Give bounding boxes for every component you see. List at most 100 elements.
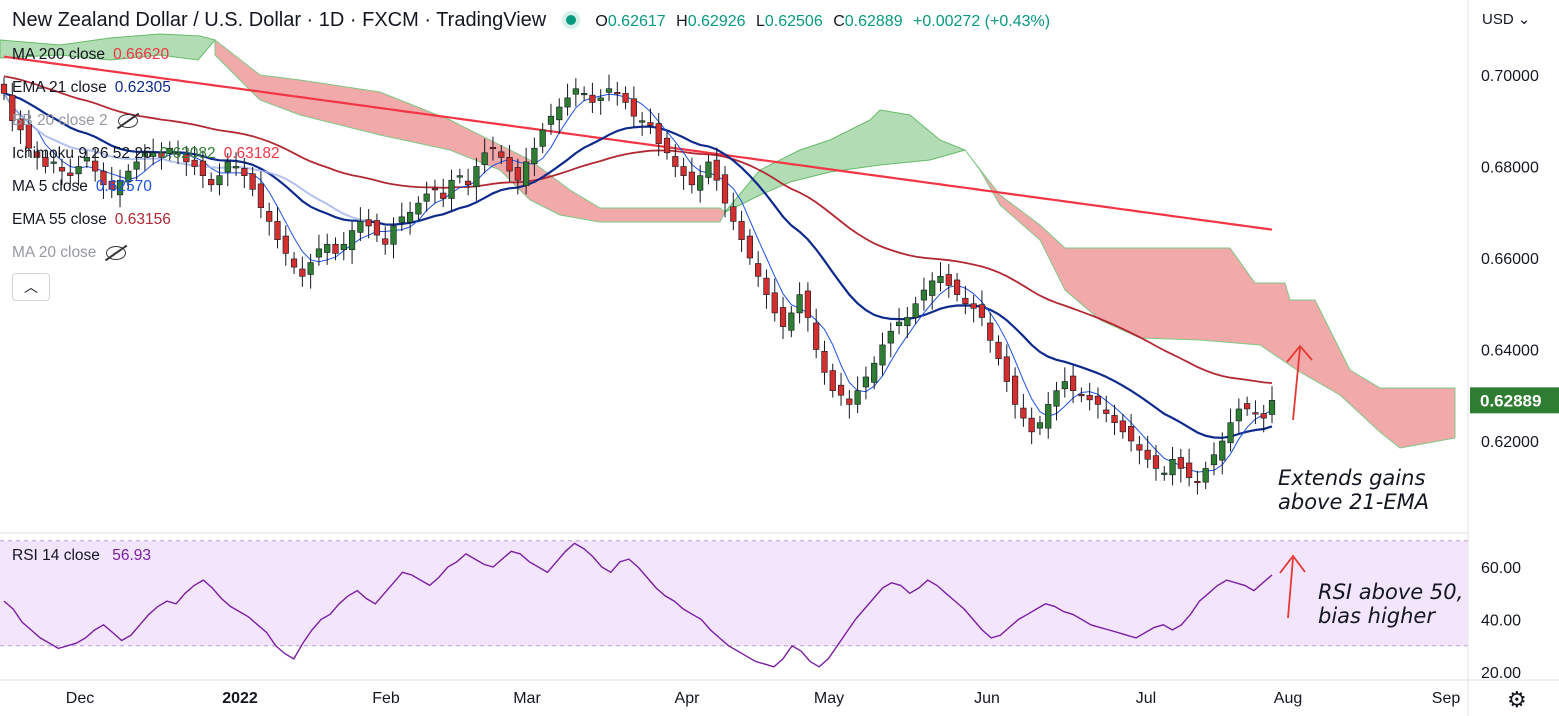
market-status-icon	[565, 14, 576, 25]
candle-body	[25, 124, 32, 149]
legend-item[interactable]: MA 200 close 0.66620	[12, 46, 169, 64]
candle-body	[75, 166, 82, 175]
ema55-line	[3, 75, 1273, 384]
legend-label: BB 20 close 2	[12, 112, 108, 129]
candle-body	[1252, 412, 1259, 415]
candle-body	[266, 211, 273, 222]
candle-body	[34, 151, 41, 158]
candle-body	[854, 390, 861, 405]
candle-body	[506, 157, 513, 172]
candle-body	[879, 344, 886, 366]
candle-body	[796, 294, 803, 314]
candle-body	[290, 258, 298, 268]
ohlc-values: O0.62617 H0.62926 L0.62506 C0.62889 +0.0…	[595, 13, 1051, 30]
candle-body	[605, 88, 613, 93]
candle-body	[581, 93, 588, 96]
candle-body	[655, 123, 662, 144]
rsi-band-fill	[0, 540, 1468, 646]
legend-label: MA 200 close	[12, 46, 106, 63]
currency-selector[interactable]: USD ⌄	[1482, 11, 1531, 28]
legend-item[interactable]: EMA 55 close 0.63156	[12, 211, 171, 229]
legend-item[interactable]: Ichimoku 9 26 52 26 0.62082 0.63182	[12, 145, 280, 163]
candle-body	[183, 154, 190, 163]
candle-body	[688, 171, 695, 186]
candle-body	[862, 376, 870, 388]
legend-item[interactable]: MA 20 close	[12, 244, 127, 262]
candle-body	[398, 216, 405, 223]
candle-body	[1128, 426, 1135, 442]
candle-body	[705, 161, 712, 178]
candle-body	[58, 167, 66, 172]
time-tick-label: Mar	[513, 690, 541, 707]
candle-body	[406, 211, 414, 223]
candle-body	[1053, 390, 1060, 407]
candle-body	[614, 92, 621, 95]
candle-body	[962, 297, 969, 305]
collapse-legend-button[interactable]: ︿	[12, 273, 50, 301]
symbol-title[interactable]: New Zealand Dollar / U.S. Dollar · 1D · …	[12, 9, 547, 31]
eye-hidden-icon[interactable]	[106, 245, 127, 260]
candle-body	[0, 83, 8, 94]
candle-body	[680, 166, 687, 176]
legend-item[interactable]: BB 20 close 2	[12, 112, 138, 130]
candle-body	[1235, 408, 1242, 422]
candle-body	[340, 243, 347, 251]
candle-body	[108, 180, 115, 190]
time-tick-label: Feb	[372, 690, 400, 707]
legend-item[interactable]: MA 5 close 0.62570	[12, 178, 152, 196]
candle-body	[630, 98, 637, 117]
candle-body	[42, 157, 49, 167]
candle-body	[249, 173, 256, 190]
candle-body	[1078, 394, 1085, 397]
candle-body	[887, 330, 894, 344]
legend-value: 0.62082	[159, 145, 216, 162]
candle-body	[17, 118, 24, 131]
rsi-arrow-shaft	[1287, 557, 1294, 619]
candle-body	[1177, 457, 1184, 469]
candle-body	[150, 152, 157, 157]
candle-body	[763, 277, 770, 295]
legend-label: MA 5 close	[12, 178, 88, 195]
candle-body	[987, 322, 994, 341]
candle-body	[663, 137, 671, 154]
candle-body	[895, 321, 903, 327]
cloud-red-segment	[214, 38, 726, 223]
candle-body	[779, 307, 787, 327]
eye-hidden-icon[interactable]	[117, 113, 138, 128]
candle-body	[274, 221, 281, 240]
cloud-green-segment	[0, 33, 216, 61]
candle-body	[920, 289, 928, 301]
rsi-line	[3, 542, 1273, 668]
candle-body	[348, 230, 356, 251]
legend-item[interactable]: EMA 21 close 0.62305	[12, 79, 171, 97]
candle-body	[746, 235, 753, 259]
candle-body	[755, 263, 762, 277]
candle-body	[448, 179, 455, 199]
cloud-red-segment	[964, 149, 1456, 449]
candle-body	[332, 243, 339, 254]
settings-gear-icon[interactable]: ⚙	[1507, 687, 1527, 712]
candle-body	[813, 322, 820, 350]
time-tick-label: Jul	[1136, 690, 1156, 707]
candle-body	[1103, 409, 1110, 414]
candle-body	[390, 225, 397, 245]
price-arrow-shaft	[1292, 347, 1301, 421]
candle-body	[1094, 395, 1102, 405]
chevron-up-icon: ︿	[24, 279, 38, 295]
candle-body	[672, 156, 679, 167]
candle-body	[373, 220, 381, 236]
rsi-tick-label: 40.00	[1481, 613, 1521, 630]
candle-body	[141, 152, 148, 157]
candle-body	[713, 159, 720, 181]
legend-value: 0.63156	[114, 211, 171, 228]
candle-body	[1144, 449, 1151, 460]
candle-body	[431, 188, 439, 191]
candle-body	[315, 248, 323, 258]
candle-body	[199, 160, 207, 176]
time-tick-label: Aug	[1274, 690, 1302, 707]
candle-body	[1219, 440, 1226, 461]
candle-body	[572, 88, 579, 95]
candle-body	[100, 170, 107, 186]
legend-label: Ichimoku 9 26 52 26	[12, 145, 152, 162]
